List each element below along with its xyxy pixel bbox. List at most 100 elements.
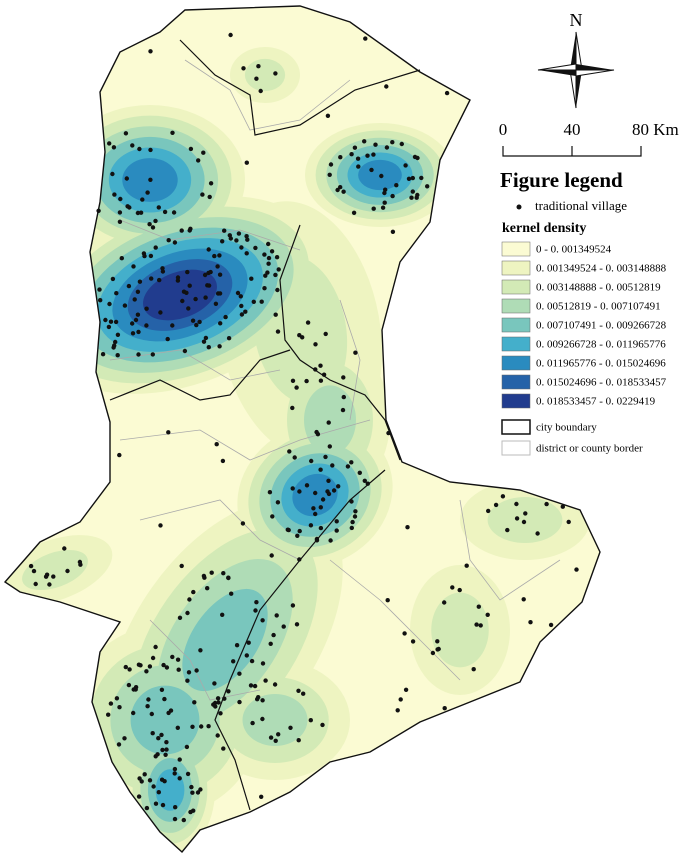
village-dot xyxy=(163,752,168,757)
density-zone xyxy=(431,592,489,668)
village-dot xyxy=(179,563,184,569)
village-dot xyxy=(195,790,201,795)
village-dot xyxy=(96,208,101,213)
village-dot xyxy=(252,683,258,689)
legend-swatch xyxy=(501,336,531,352)
village-dot xyxy=(262,252,267,257)
village-dot xyxy=(318,525,324,531)
village-dot xyxy=(238,294,243,299)
village-dot xyxy=(114,291,119,296)
village-dot xyxy=(114,696,120,701)
village-dot xyxy=(221,746,226,751)
district-border xyxy=(339,299,361,421)
village-dot xyxy=(107,301,112,307)
village-dot xyxy=(384,84,389,89)
village-dot xyxy=(314,538,320,543)
village-dot xyxy=(170,323,175,328)
city-boundary-line xyxy=(179,39,421,136)
village-dot xyxy=(356,164,361,169)
village-dot xyxy=(160,802,166,808)
village-dot xyxy=(98,298,103,303)
village-dot xyxy=(221,571,226,576)
village-dot xyxy=(190,318,196,323)
village-dot xyxy=(136,662,142,667)
village-dot xyxy=(203,335,209,341)
village-dot xyxy=(544,501,549,507)
density-zone xyxy=(155,769,185,811)
village-dot xyxy=(239,303,244,309)
village-dot xyxy=(330,463,335,468)
district-border xyxy=(329,559,461,681)
village-dot xyxy=(148,49,153,54)
village-dot xyxy=(177,615,183,620)
village-dot xyxy=(248,683,254,688)
village-dot xyxy=(327,444,332,449)
village-dot xyxy=(145,190,150,195)
village-dot xyxy=(145,704,150,709)
village-dot xyxy=(47,582,52,587)
village-dot xyxy=(260,698,265,703)
village-dot xyxy=(430,650,436,656)
village-dot xyxy=(117,219,123,224)
village-dot xyxy=(133,687,138,692)
village-dot xyxy=(410,175,415,181)
village-dot xyxy=(117,210,123,215)
village-dot xyxy=(157,277,162,283)
village-dot xyxy=(409,195,414,200)
village-dot xyxy=(119,256,125,261)
village-dot xyxy=(471,667,476,672)
village-dot xyxy=(464,563,469,568)
village-dot xyxy=(239,245,244,250)
village-dot xyxy=(217,291,223,296)
village-dot xyxy=(244,653,249,658)
village-dot xyxy=(338,185,343,190)
village-dot xyxy=(185,610,190,616)
village-dot xyxy=(275,287,280,293)
village-dot xyxy=(194,322,199,328)
village-dot xyxy=(162,696,167,702)
village-dot xyxy=(177,776,182,781)
village-dot xyxy=(380,205,386,210)
village-dot xyxy=(294,622,300,627)
north-label: N xyxy=(570,10,583,30)
legend-classes: 0 - 0. 001349524 0. 001349524 - 0. 003148… xyxy=(501,241,667,409)
village-dot xyxy=(150,225,156,230)
village-dot xyxy=(241,66,246,71)
density-zone xyxy=(182,588,268,692)
village-dot xyxy=(338,155,343,160)
village-dot xyxy=(160,747,165,753)
village-dot xyxy=(352,514,358,519)
district-border xyxy=(119,219,301,251)
village-dot xyxy=(186,670,192,675)
village-dot xyxy=(500,494,506,499)
village-dot xyxy=(215,264,220,269)
village-dot xyxy=(244,160,249,165)
village-dot xyxy=(206,724,211,729)
village-dot xyxy=(386,430,391,436)
village-dot xyxy=(197,319,202,325)
village-dot xyxy=(106,712,111,717)
village-dot xyxy=(394,183,399,188)
village-dot xyxy=(44,572,50,577)
village-dot xyxy=(301,691,306,696)
village-dot xyxy=(237,699,242,705)
legend-swatch xyxy=(501,317,531,333)
village-dot xyxy=(415,192,420,198)
village-dot xyxy=(254,76,259,81)
village-dot xyxy=(357,470,362,475)
village-dot xyxy=(107,141,112,146)
village-dot xyxy=(153,644,158,650)
legend-class-label: 0. 003148888 - 0. 00512819 xyxy=(536,282,661,294)
village-dot xyxy=(281,624,286,629)
village-dot xyxy=(153,218,158,224)
district-border xyxy=(149,619,261,701)
village-dot xyxy=(202,272,208,278)
village-dot xyxy=(265,270,270,275)
village-dot xyxy=(166,430,171,435)
village-dot xyxy=(175,725,180,730)
village-dot xyxy=(212,253,217,259)
village-dot xyxy=(156,790,161,795)
village-dot xyxy=(220,458,226,464)
village-dot xyxy=(146,697,151,702)
village-dot xyxy=(171,210,177,215)
